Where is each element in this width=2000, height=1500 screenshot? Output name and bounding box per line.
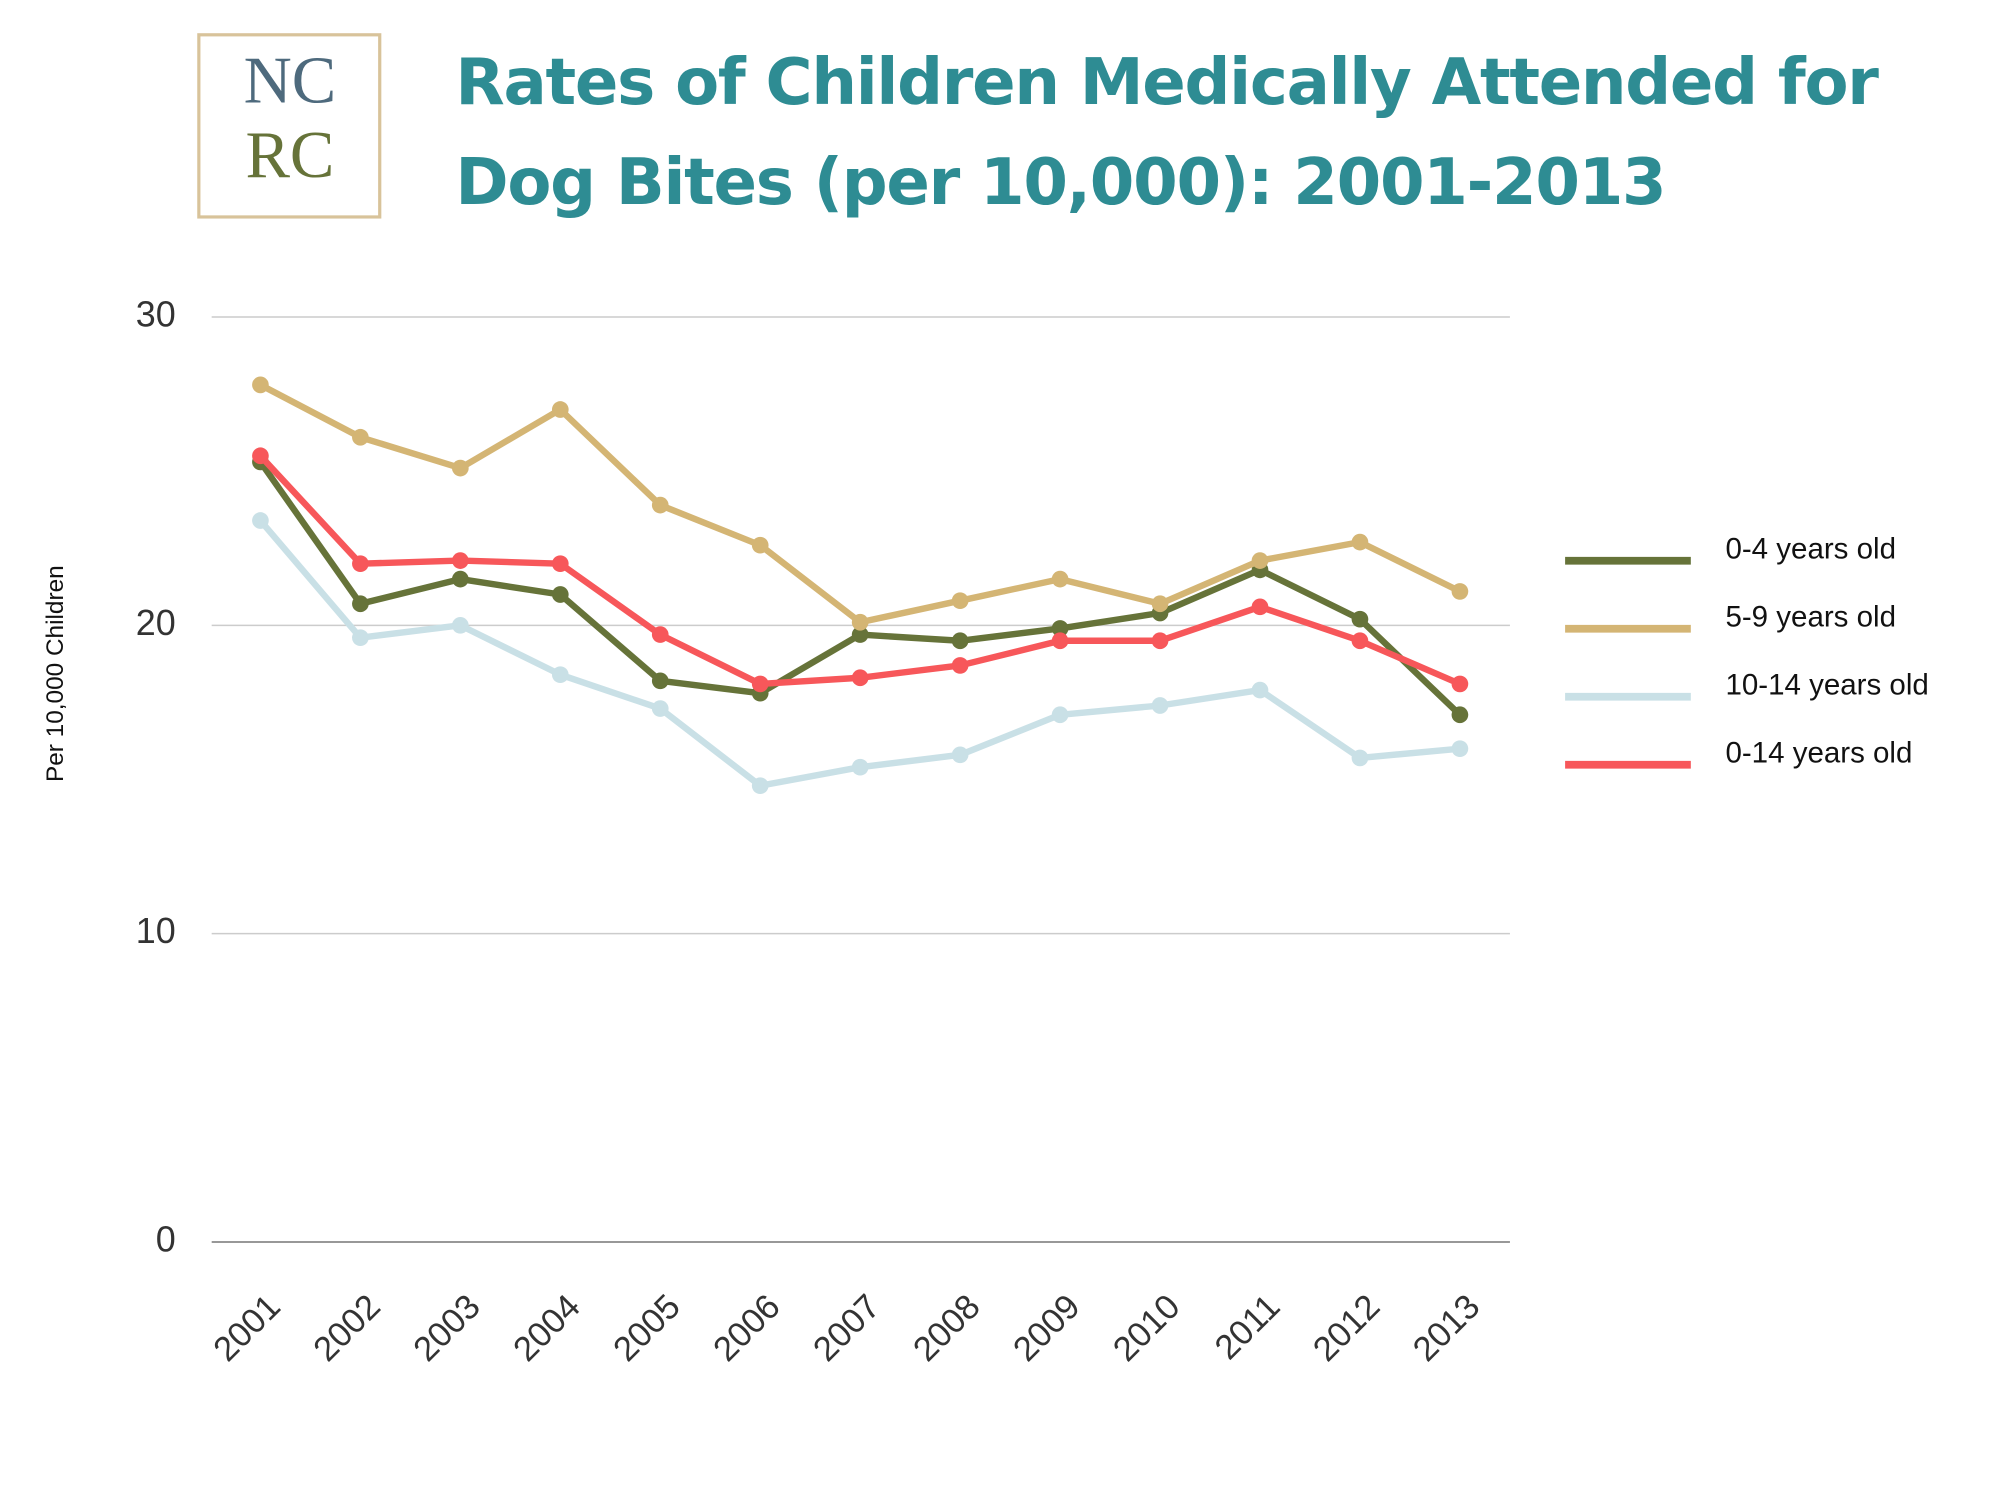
data-point xyxy=(1151,595,1169,613)
data-point xyxy=(1051,706,1069,724)
x-tick-label: 2013 xyxy=(1406,1288,1487,1369)
data-point xyxy=(551,401,569,418)
logo-text: RC xyxy=(245,119,334,192)
y-tick-label: 30 xyxy=(136,294,176,335)
data-point xyxy=(1451,583,1469,600)
data-point xyxy=(1251,681,1269,699)
series-line xyxy=(258,453,1462,688)
data-point xyxy=(1151,632,1169,650)
x-tick-label: 2004 xyxy=(506,1288,587,1369)
legend-label: 5-9 years old xyxy=(1725,600,1896,633)
logo-text: NC xyxy=(244,45,337,118)
data-point xyxy=(451,552,469,569)
x-tick-label: 2009 xyxy=(1006,1288,1087,1369)
logo-frame xyxy=(197,33,382,219)
data-point xyxy=(1251,552,1269,569)
data-point xyxy=(551,666,569,684)
y-axis-label: Per 10,000 Children xyxy=(42,565,69,782)
data-point xyxy=(651,672,669,690)
legend-label: 0-4 years old xyxy=(1725,532,1896,565)
x-tick-label: 2012 xyxy=(1306,1288,1387,1369)
data-point xyxy=(851,613,869,631)
data-point xyxy=(451,570,469,588)
x-tick-label: 2001 xyxy=(207,1288,288,1369)
y-tick-label: 0 xyxy=(156,1218,176,1259)
data-point xyxy=(451,617,469,634)
data-point xyxy=(851,758,869,776)
x-tick-label: 2006 xyxy=(706,1288,787,1369)
x-tick-label: 2002 xyxy=(307,1288,388,1369)
data-point xyxy=(1451,675,1469,693)
title-box: Rates of Children Medically Attended for… xyxy=(455,45,1878,220)
data-point xyxy=(651,626,669,643)
data-point xyxy=(551,586,569,603)
data-point xyxy=(1051,620,1069,637)
data-point xyxy=(252,376,269,394)
x-tick-label: 2008 xyxy=(906,1288,987,1369)
logo: NC RC xyxy=(197,33,382,219)
x-tick-label: 2007 xyxy=(806,1288,887,1369)
data-point xyxy=(751,777,769,795)
data-point xyxy=(252,447,269,465)
x-tick-label: 2010 xyxy=(1106,1288,1187,1369)
legend-label: 0-14 years old xyxy=(1725,736,1912,769)
data-point xyxy=(1051,570,1069,588)
data-point xyxy=(1051,632,1069,650)
chart-title: Rates of Children Medically Attended for… xyxy=(455,45,1878,220)
data-point xyxy=(551,555,569,573)
x-tick-label: 2003 xyxy=(407,1288,488,1369)
data-point xyxy=(1351,632,1369,650)
data-point xyxy=(1351,533,1369,551)
x-tick-label: 2011 xyxy=(1208,1288,1288,1368)
y-tick-label: 10 xyxy=(136,910,176,951)
data-point xyxy=(851,626,869,643)
data-point xyxy=(951,592,969,610)
y-tick-label: 20 xyxy=(136,602,176,643)
data-point xyxy=(451,459,469,477)
data-point xyxy=(651,700,669,717)
data-point xyxy=(1351,749,1369,767)
legend-label: 10-14 years old xyxy=(1725,668,1928,701)
data-point xyxy=(651,496,669,514)
data-point xyxy=(352,595,369,613)
data-point xyxy=(751,536,769,554)
data-point xyxy=(1451,706,1469,724)
data-point xyxy=(1151,697,1169,714)
data-point xyxy=(352,555,369,573)
data-point xyxy=(352,428,369,446)
data-point xyxy=(252,512,269,529)
data-point xyxy=(352,629,369,647)
data-point xyxy=(751,675,769,693)
data-point xyxy=(851,669,869,687)
data-point xyxy=(951,632,969,650)
data-point xyxy=(1351,610,1369,628)
x-tick-label: 2005 xyxy=(606,1288,687,1369)
data-point xyxy=(951,746,969,764)
data-point xyxy=(1451,740,1469,758)
data-point xyxy=(951,657,969,674)
data-point xyxy=(1251,598,1269,616)
